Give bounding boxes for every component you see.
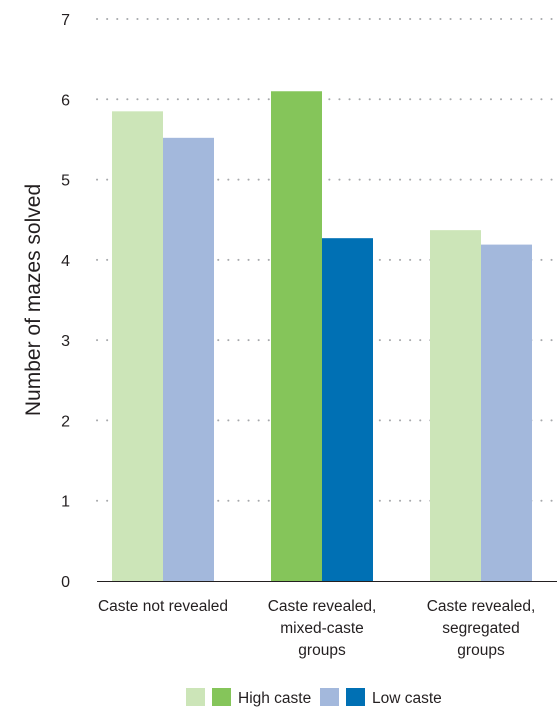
bar-low-caste	[481, 244, 532, 582]
y-tick-label: 6	[61, 92, 70, 109]
x-category-label: Caste revealed,	[268, 598, 377, 615]
y-axis-tick-labels: 0 1 2 3 4 5 6 7	[61, 12, 70, 591]
x-category-label: Caste revealed,	[427, 598, 536, 615]
y-axis-title: Number of mazes solved	[22, 184, 45, 416]
legend: High caste Low caste	[186, 688, 442, 707]
bar-high-caste	[112, 111, 163, 581]
x-axis-category-labels: Caste not revealed Caste revealed, mixed-c…	[98, 598, 535, 659]
legend-label: Low caste	[372, 690, 442, 707]
y-tick-label: 1	[61, 494, 70, 511]
legend-swatch	[212, 688, 231, 706]
bar-low-caste	[163, 137, 214, 581]
bars	[112, 91, 532, 582]
x-category-label: groups	[298, 642, 346, 659]
bar-high-caste	[271, 91, 322, 581]
x-category-label: mixed-caste	[280, 620, 364, 637]
y-tick-label: 4	[61, 253, 70, 270]
bar-high-caste	[430, 230, 481, 581]
legend-label: High caste	[238, 690, 311, 707]
x-category-label: segregated	[442, 620, 520, 637]
bar-low-caste	[322, 238, 373, 581]
x-category-label: Caste not revealed	[98, 598, 228, 615]
y-tick-label: 5	[61, 173, 70, 190]
x-category-label: groups	[457, 642, 505, 659]
legend-swatch	[320, 688, 339, 706]
legend-swatch	[186, 688, 205, 706]
legend-swatch	[346, 688, 365, 706]
y-tick-label: 0	[61, 574, 70, 591]
y-tick-label: 2	[61, 413, 70, 430]
y-tick-label: 3	[61, 333, 70, 350]
y-tick-label: 7	[61, 12, 70, 29]
